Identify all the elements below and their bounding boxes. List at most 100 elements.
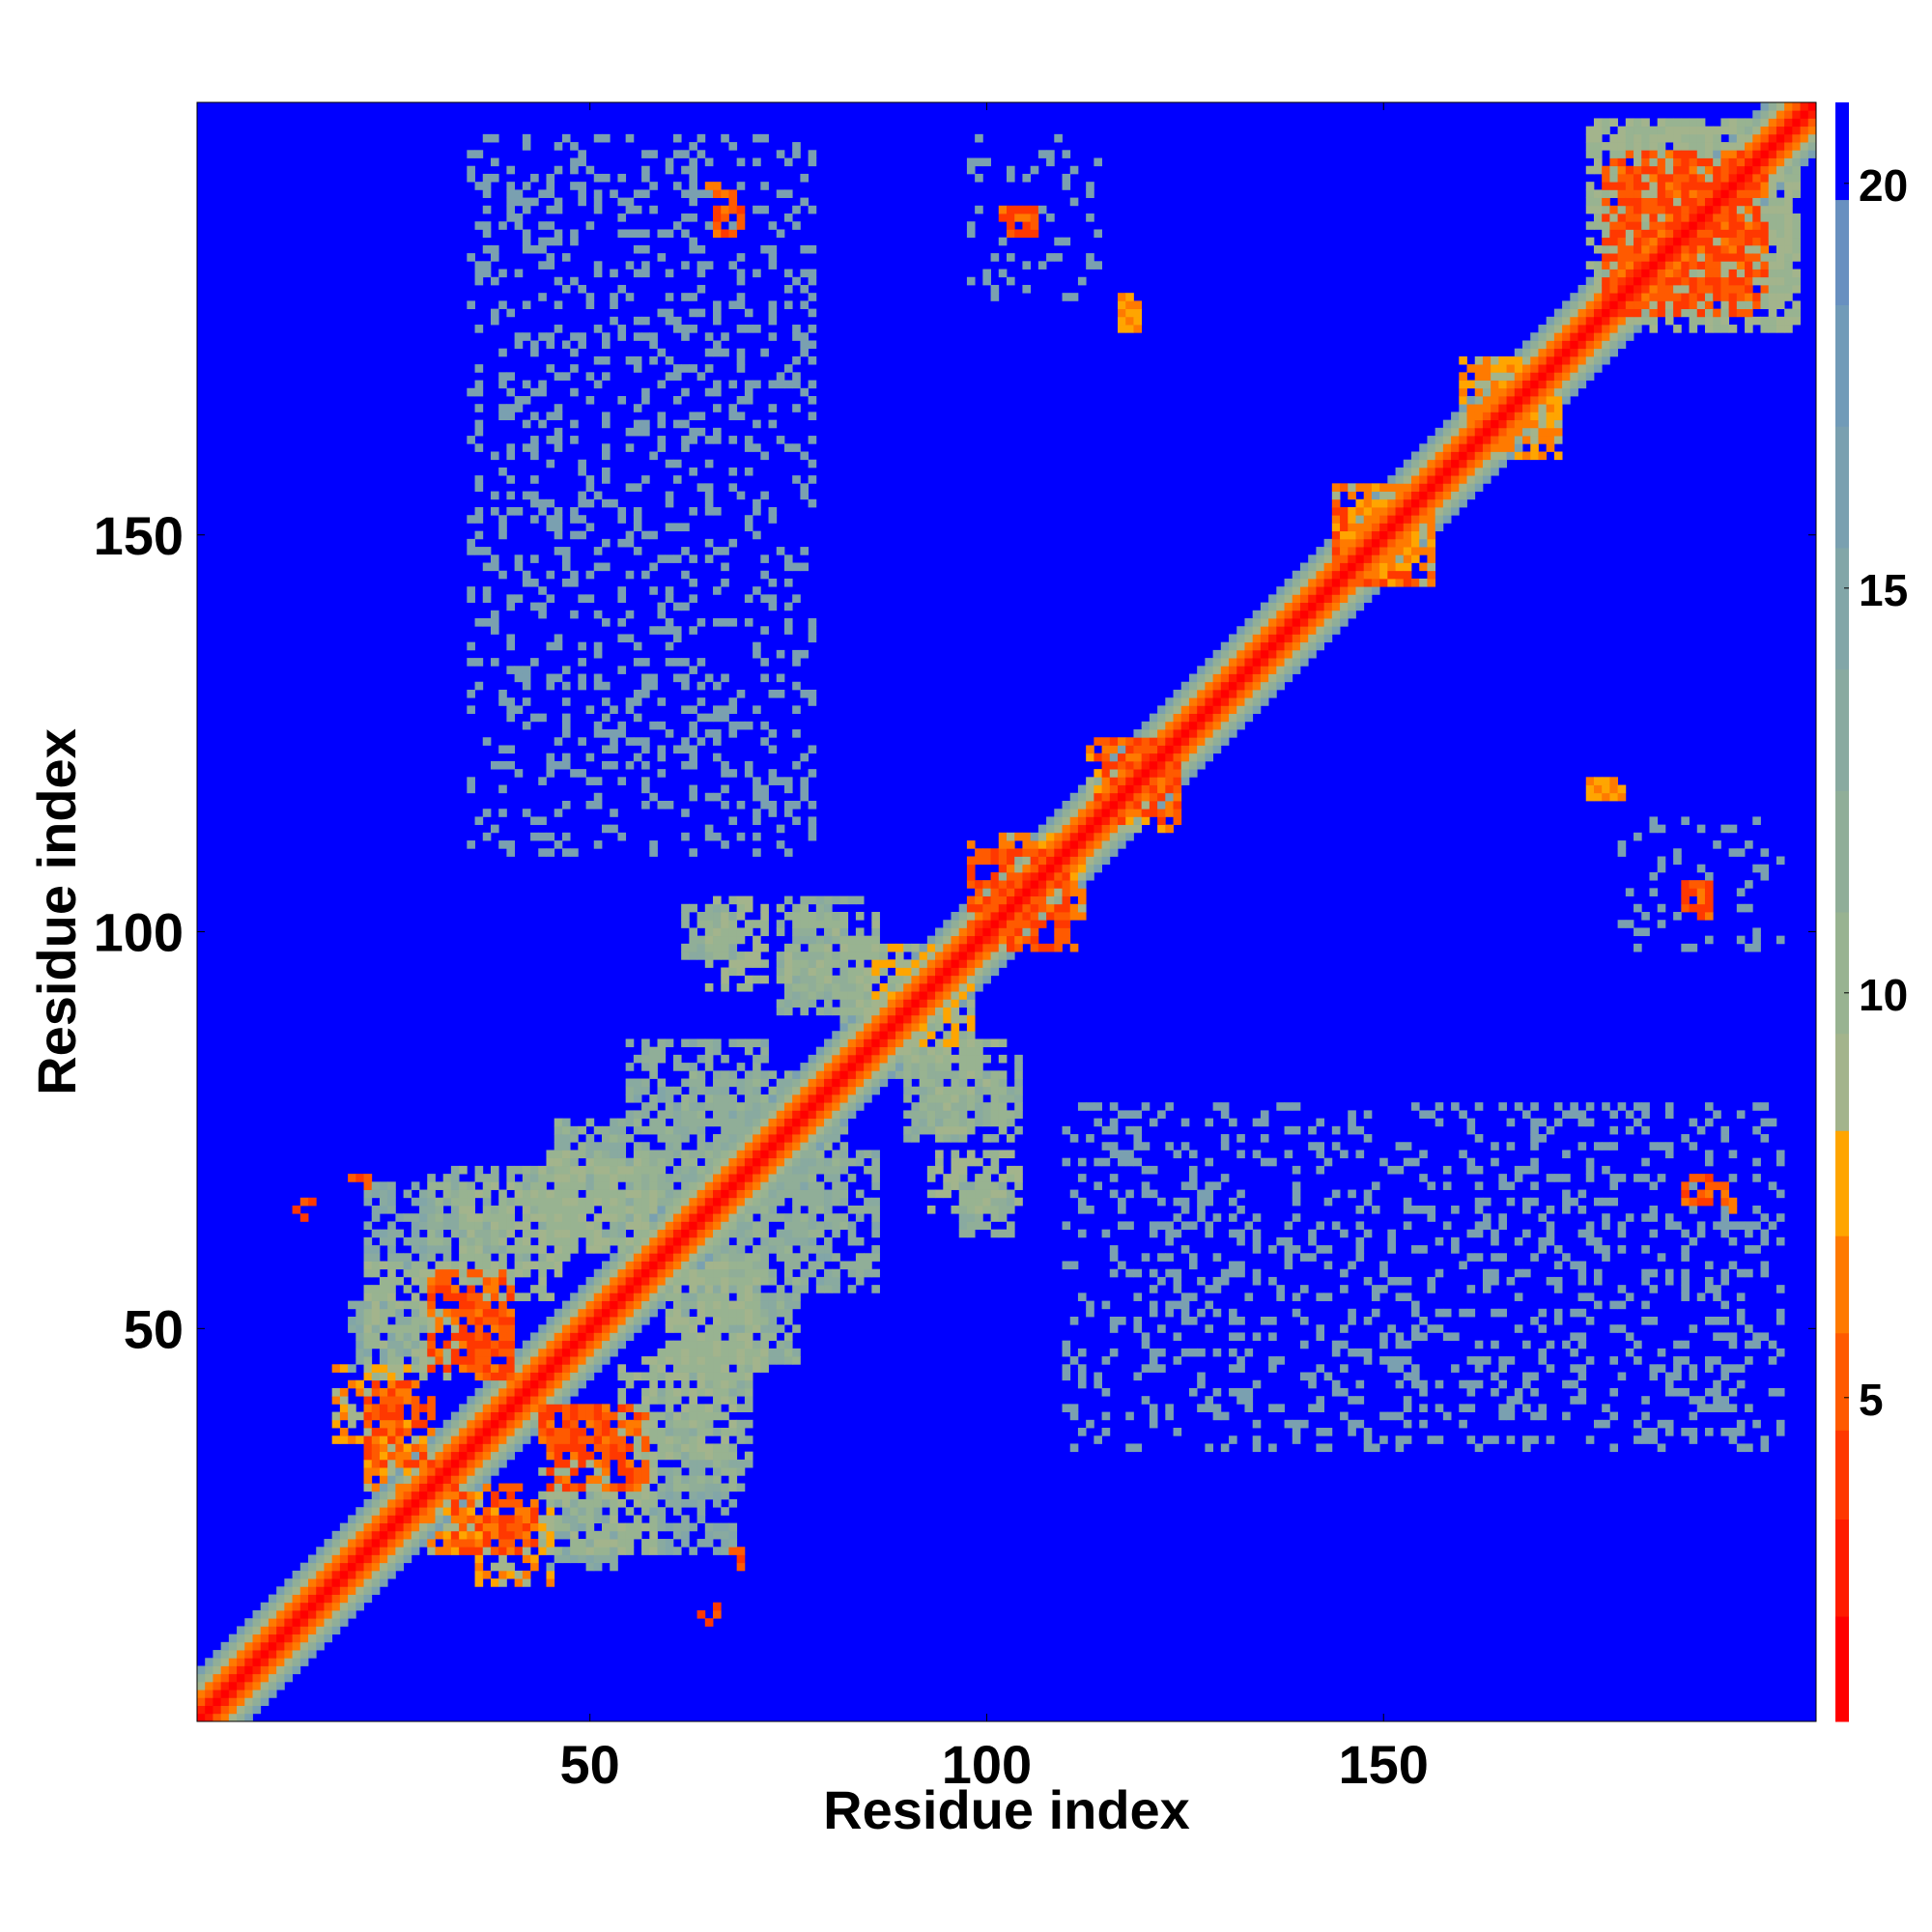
heatmap-cell <box>641 1547 650 1555</box>
heatmap-cell <box>721 952 729 960</box>
heatmap-cell <box>704 1293 714 1301</box>
heatmap-cell <box>641 1063 650 1071</box>
heatmap-cell <box>760 1197 769 1207</box>
heatmap-cell <box>792 729 801 738</box>
heatmap-cell <box>704 832 714 841</box>
heatmap-cell <box>1054 912 1063 921</box>
heatmap-cell <box>538 816 547 826</box>
heatmap-cell <box>546 1213 555 1222</box>
heatmap-cell <box>459 1300 468 1310</box>
heatmap-cell <box>435 1229 444 1238</box>
heatmap-cell <box>498 1276 507 1286</box>
heatmap-cell <box>815 1205 825 1214</box>
heatmap-cell <box>276 1586 285 1595</box>
heatmap-cell <box>244 1634 253 1643</box>
heatmap-cell <box>713 229 722 239</box>
heatmap-cell <box>546 523 555 532</box>
heatmap-cell <box>911 1007 921 1016</box>
heatmap-cell <box>753 1221 761 1231</box>
heatmap-cell <box>459 1165 468 1175</box>
heatmap-cell <box>926 1118 936 1127</box>
heatmap-cell <box>744 1300 753 1310</box>
heatmap-cell <box>911 1102 921 1111</box>
heatmap-cell <box>792 1213 801 1222</box>
heatmap-cell <box>783 157 793 167</box>
heatmap-cell <box>617 1142 627 1151</box>
heatmap-cell <box>982 1165 991 1175</box>
heatmap-cell <box>704 1118 714 1127</box>
heatmap-cell <box>760 658 769 667</box>
heatmap-cell <box>554 1236 563 1246</box>
heatmap-cell <box>1069 943 1079 952</box>
heatmap-cell <box>1037 856 1047 866</box>
heatmap-cell <box>935 1078 944 1088</box>
heatmap-cell <box>1077 903 1087 913</box>
heatmap-cell <box>220 1681 230 1690</box>
heatmap-cell <box>721 1110 729 1120</box>
heatmap-cell <box>713 1102 722 1111</box>
heatmap-cell <box>641 1236 650 1246</box>
heatmap-cell <box>792 705 801 715</box>
heatmap-cell <box>903 1078 912 1088</box>
heatmap-cell <box>284 1641 293 1651</box>
heatmap-cell <box>958 1054 968 1064</box>
heatmap-cell <box>744 1213 753 1222</box>
heatmap-cell <box>832 1046 840 1056</box>
heatmap-cell <box>926 1110 936 1120</box>
heatmap-cell <box>998 1181 1008 1190</box>
heatmap-cell <box>593 1236 603 1246</box>
heatmap-cell <box>1094 1118 1102 1127</box>
heatmap-cell <box>895 952 904 960</box>
heatmap-cell <box>681 1094 690 1103</box>
heatmap-cell <box>276 1609 285 1619</box>
heatmap-cell <box>395 1396 405 1405</box>
heatmap-cell <box>514 1530 524 1540</box>
heatmap-cell <box>911 999 921 1008</box>
heatmap-cell <box>578 1213 586 1222</box>
heatmap-cell <box>514 1547 524 1555</box>
heatmap-cell <box>783 800 793 810</box>
heatmap-cell <box>760 1174 769 1182</box>
heatmap-cell <box>506 1411 516 1421</box>
heatmap-cell <box>411 1539 420 1548</box>
heatmap-cell <box>958 1031 968 1039</box>
heatmap-cell <box>442 1236 452 1246</box>
heatmap-cell <box>602 681 611 691</box>
heatmap-cell <box>570 1428 579 1436</box>
heatmap-cell <box>760 792 769 802</box>
heatmap-cell <box>530 1372 539 1381</box>
heatmap-cell <box>1094 809 1102 817</box>
heatmap-cell <box>498 1483 507 1492</box>
heatmap-cell <box>808 952 817 960</box>
heatmap-cell <box>506 1181 516 1190</box>
heatmap-cell <box>1022 912 1032 921</box>
heatmap-cell <box>578 1451 586 1461</box>
heatmap-cell <box>578 1229 586 1238</box>
heatmap-cell <box>808 1054 817 1064</box>
heatmap-cell <box>728 189 738 198</box>
heatmap-cell <box>713 340 722 350</box>
heatmap-cell <box>570 1300 579 1310</box>
heatmap-cell <box>546 436 555 444</box>
heatmap-cell <box>427 1411 436 1421</box>
heatmap-cell <box>641 1125 650 1135</box>
heatmap-cell <box>672 1522 682 1532</box>
heatmap-cell <box>832 1181 840 1190</box>
heatmap-cell <box>815 982 825 992</box>
heatmap-cell <box>728 1475 738 1484</box>
heatmap-cell <box>522 1515 531 1524</box>
heatmap-cell <box>681 1197 690 1207</box>
heatmap-cell <box>435 1547 444 1555</box>
heatmap-cell <box>641 387 650 397</box>
heatmap-cell <box>490 1364 499 1373</box>
heatmap-cell <box>704 713 714 723</box>
heatmap-cell <box>760 903 769 913</box>
heatmap-cell <box>966 1221 976 1231</box>
heatmap-cell <box>292 1602 301 1611</box>
heatmap-cell <box>776 1308 785 1318</box>
heatmap-cell <box>689 1348 697 1357</box>
heatmap-cell <box>379 1324 388 1333</box>
heatmap-cell <box>403 1498 412 1508</box>
heatmap-cell <box>649 1419 658 1429</box>
heatmap-cell <box>371 1467 381 1476</box>
